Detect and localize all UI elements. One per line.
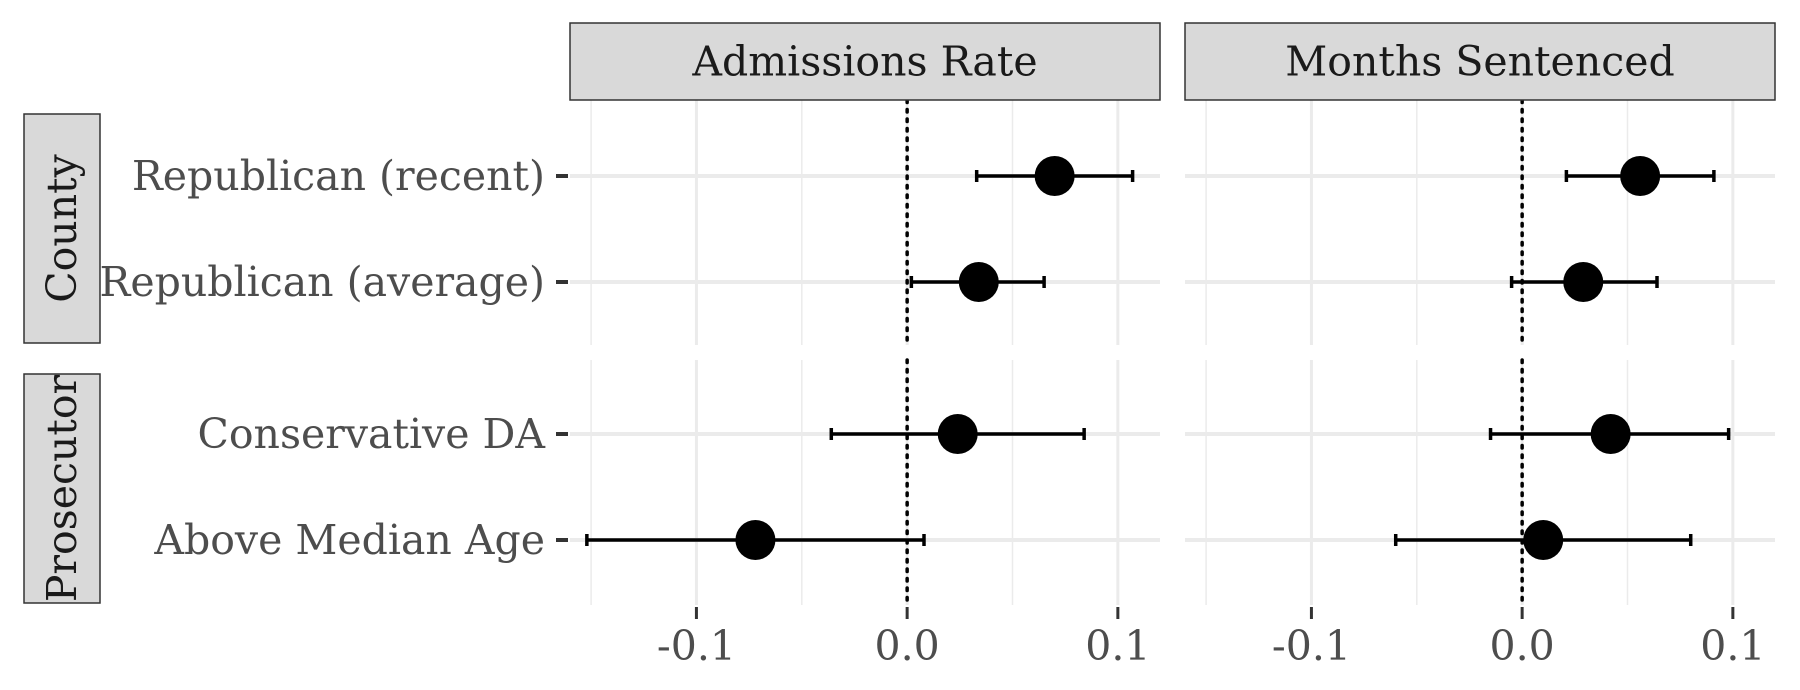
point-months-sentenced-conservative-da <box>1590 414 1631 454</box>
category-label: Conservative DA <box>198 410 547 458</box>
column-strip-admissions-rate <box>569 22 1161 101</box>
point-admissions-rate-republican-average <box>958 262 999 302</box>
point-admissions-rate-above-median-age <box>735 520 776 560</box>
row-strip-label: Prosecutor <box>38 374 86 602</box>
row-strip-county <box>23 113 101 344</box>
column-strip-label: Admissions Rate <box>691 38 1037 86</box>
category-label: Republican (average) <box>99 258 545 306</box>
point-months-sentenced-republican-average <box>1563 262 1604 302</box>
point-admissions-rate-conservative-da <box>937 414 978 454</box>
x-tick-label: 0.1 <box>1085 622 1150 670</box>
point-months-sentenced-above-median-age <box>1523 520 1564 560</box>
point-admissions-rate-republican-recent <box>1034 156 1075 196</box>
x-tick-label: 0.0 <box>875 622 940 670</box>
x-tick-label: -0.1 <box>657 622 736 670</box>
x-tick-label: 0.0 <box>1490 622 1555 670</box>
column-strip-months-sentenced <box>1184 22 1776 101</box>
row-strip-prosecutor <box>23 373 101 604</box>
x-tick-label: -0.1 <box>1272 622 1351 670</box>
x-tick-label: 0.1 <box>1700 622 1765 670</box>
category-label: Above Median Age <box>153 516 545 564</box>
point-months-sentenced-republican-recent <box>1620 156 1661 196</box>
column-strip-label: Months Sentenced <box>1285 38 1674 86</box>
row-strip-label: County <box>38 153 86 302</box>
category-label: Republican (recent) <box>132 152 545 200</box>
